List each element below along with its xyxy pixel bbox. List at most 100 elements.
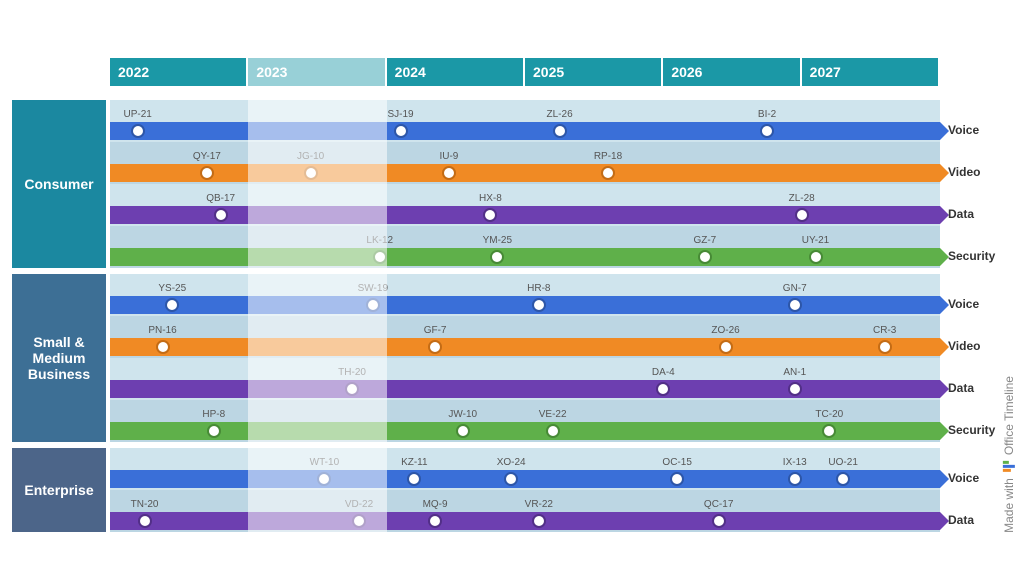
timeline-bar [110,470,940,488]
milestone-label: ZL-26 [547,109,573,120]
milestone-label: HP-8 [202,409,225,420]
milestone-marker [366,298,380,312]
milestone-marker [553,124,567,138]
milestone-label: QC-17 [704,499,733,510]
milestone-marker [352,514,366,528]
lane-label: Voice [948,471,979,485]
timeline-bar [110,122,940,140]
year-label: 2022 [110,58,246,86]
milestone-label: HR-8 [527,283,550,294]
milestone-label: RP-18 [594,151,622,162]
milestone-marker [788,472,802,486]
office-timeline-icon [1003,461,1015,472]
milestone-marker [131,124,145,138]
milestone-label: MQ-9 [423,499,448,510]
milestone-marker [504,472,518,486]
timeline-bar [110,164,940,182]
lane-label: Data [948,513,974,527]
year-label: 2027 [802,58,938,86]
milestone-label: CR-3 [873,325,896,336]
milestone-label: DA-4 [652,367,675,378]
segment-label: Enterprise [12,448,106,532]
roadmap-chart: 202220232024202520262027 ConsumerSmall &… [0,0,1024,576]
milestone-label: YS-25 [158,283,186,294]
lane-label: Voice [948,297,979,311]
milestone-label: VE-22 [539,409,567,420]
milestone-label: AN-1 [783,367,806,378]
milestone-label: TC-20 [815,409,843,420]
milestone-marker [214,208,228,222]
milestone-marker [836,472,850,486]
milestone-label: VR-22 [525,499,553,510]
milestone-label: GN-7 [783,283,807,294]
lane-label: Data [948,381,974,395]
milestone-label: PN-16 [148,325,176,336]
timeline-bar [110,338,940,356]
milestone-marker [165,298,179,312]
milestone-label: IU-9 [439,151,458,162]
lane-label: Video [948,165,980,179]
milestone-marker [304,166,318,180]
milestone-marker [394,124,408,138]
milestone-marker [809,250,823,264]
milestone-label: SW-19 [358,283,388,294]
timeline-bar [110,512,940,530]
milestone-marker [428,340,442,354]
milestone-label: OC-15 [662,457,691,468]
lane-label: Security [948,249,995,263]
year-label: 2024 [387,58,523,86]
timeline-bar [110,296,940,314]
milestone-marker [156,340,170,354]
milestone-marker [795,208,809,222]
timeline-bar [110,380,940,398]
milestone-marker [490,250,504,264]
milestone-marker [760,124,774,138]
milestone-marker [546,424,560,438]
milestone-label: LK-12 [366,235,393,246]
milestone-marker [788,298,802,312]
milestone-label: ZL-28 [789,193,815,204]
milestone-label: UP-21 [123,109,151,120]
milestone-marker [878,340,892,354]
year-label: 2023 [248,58,384,86]
milestone-marker [138,514,152,528]
milestone-label: JG-10 [297,151,324,162]
milestone-marker [712,514,726,528]
milestone-marker [407,472,421,486]
milestone-marker [788,382,802,396]
milestone-label: TH-20 [338,367,366,378]
milestone-label: WT-10 [310,457,339,468]
watermark-product: Office Timeline [1002,376,1016,455]
milestone-marker [719,340,733,354]
milestone-marker [428,514,442,528]
milestone-label: HX-8 [479,193,502,204]
milestone-label: TN-20 [131,499,159,510]
watermark-prefix: Made with [1002,478,1016,533]
milestone-label: YM-25 [483,235,512,246]
milestone-label: SJ-19 [387,109,413,120]
milestone-marker [456,424,470,438]
watermark: Made with Office Timeline [1002,376,1016,533]
lane-label: Voice [948,123,979,137]
milestone-label: GF-7 [424,325,447,336]
lane-label: Video [948,339,980,353]
milestone-marker [656,382,670,396]
milestone-marker [532,514,546,528]
milestone-label: ZO-26 [711,325,739,336]
year-label: 2026 [663,58,799,86]
milestone-label: UY-21 [802,235,829,246]
milestone-marker [442,166,456,180]
milestone-label: IX-13 [783,457,807,468]
milestone-marker [822,424,836,438]
milestone-marker [345,382,359,396]
milestone-label: QY-17 [193,151,221,162]
milestone-marker [207,424,221,438]
milestone-marker [200,166,214,180]
milestone-label: VD-22 [345,499,373,510]
milestone-marker [373,250,387,264]
lane-label: Data [948,207,974,221]
milestone-marker [317,472,331,486]
milestone-label: GZ-7 [693,235,716,246]
milestone-label: KZ-11 [401,457,428,468]
milestone-marker [532,298,546,312]
